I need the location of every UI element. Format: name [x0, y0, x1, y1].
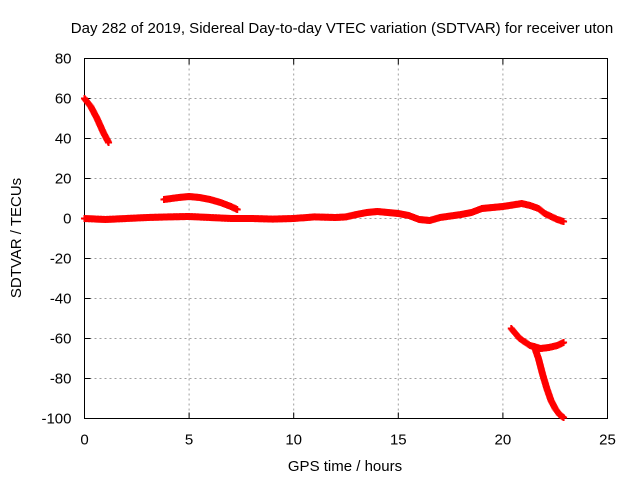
- data-point: [560, 414, 568, 421]
- y-tick-label: 0: [63, 211, 71, 228]
- axis-ticks: 0 5 10 15 20 25 -100 -80 -60 -40 -20 0 20 40 60 80: [41, 51, 615, 449]
- data-point: [560, 218, 568, 225]
- y-axis-label: SDTVAR / TECUs: [8, 178, 25, 298]
- y-tick-label: 60: [55, 91, 72, 108]
- series-arc-late-drop: [530, 343, 568, 421]
- x-tick-label: 15: [390, 432, 407, 449]
- y-tick-label: -100: [41, 411, 71, 428]
- y-tick-label: -80: [50, 371, 72, 388]
- x-axis-label: GPS time / hours: [288, 458, 402, 475]
- data-point: [233, 206, 241, 213]
- y-tick-label: -40: [50, 291, 72, 308]
- x-tick-label: 5: [185, 432, 193, 449]
- plot-area-frame: [84, 58, 608, 419]
- y-tick-label: -20: [50, 251, 72, 268]
- x-tick-label: 25: [599, 432, 616, 449]
- data-point: [105, 139, 113, 146]
- data-point: [560, 339, 568, 346]
- series-arc-early-high: [81, 95, 113, 146]
- series-arc-main-baseline: [81, 200, 568, 225]
- data-marks: [81, 95, 568, 421]
- y-tick-label: -60: [50, 331, 72, 348]
- y-tick-label: 40: [55, 131, 72, 148]
- x-tick-label: 10: [285, 432, 302, 449]
- grid-lines: [84, 58, 608, 419]
- x-tick-label: 0: [80, 432, 88, 449]
- y-tick-label: 80: [55, 51, 72, 68]
- chart-title: Day 282 of 2019, Sidereal Day-to-day VTE…: [71, 20, 613, 37]
- series-arc-midday-bump: [160, 193, 241, 213]
- y-tick-label: 20: [55, 171, 72, 188]
- x-tick-label: 20: [495, 432, 512, 449]
